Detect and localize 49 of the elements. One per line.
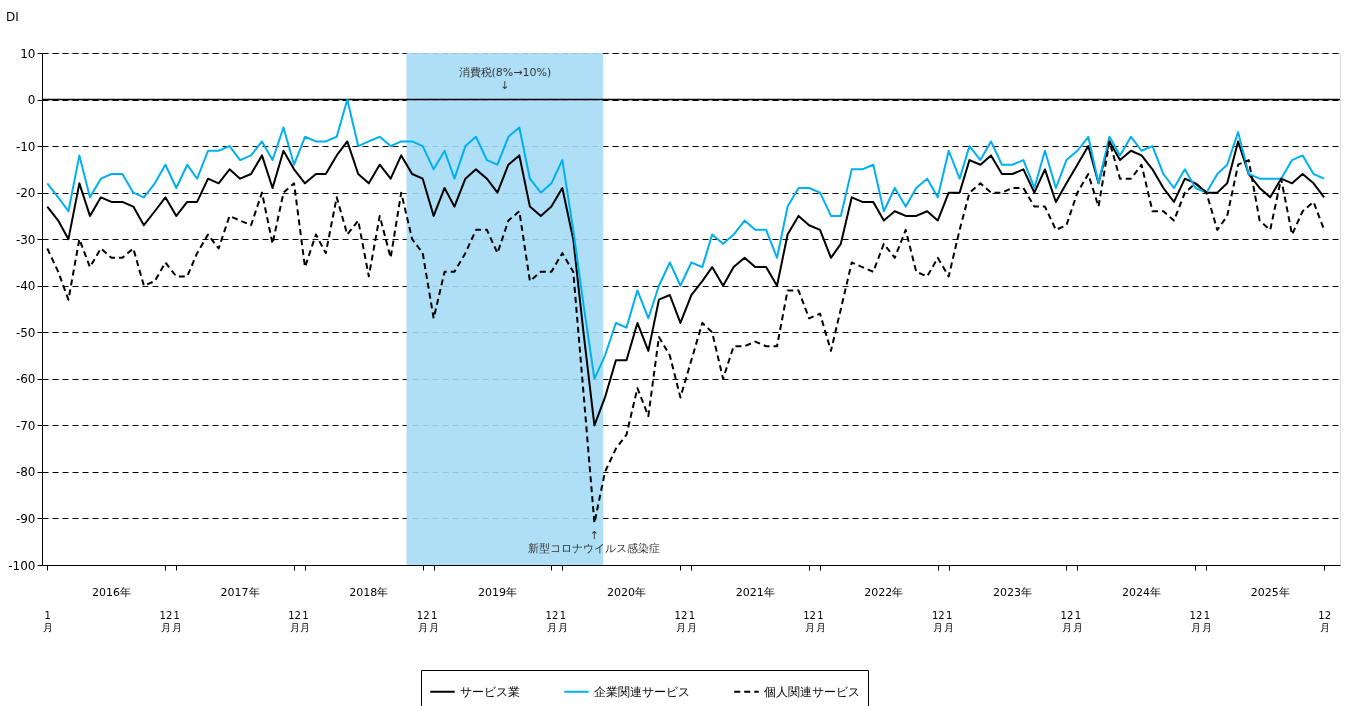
line-series	[46, 98, 1326, 380]
y-tick-label: -60	[15, 372, 36, 387]
y-tick-label: -100	[8, 558, 36, 573]
x-tick-label: 1月	[1072, 609, 1083, 633]
x2-tick-label: 2018年	[349, 586, 389, 599]
annotation: 消費税(8%→10%) ↓	[458, 66, 552, 92]
x-tick-label: 1月	[944, 609, 955, 633]
x-tick-label: 1月	[815, 609, 826, 633]
x2-tick-label: 2020年	[606, 586, 646, 599]
x-tick-label: 12月	[1318, 609, 1331, 633]
y-axis-title: DI	[6, 9, 19, 24]
x2-tick-label: 2024年	[1122, 586, 1162, 599]
x-tick-label: 12月	[416, 609, 430, 633]
x-tick-label: 1月	[686, 609, 697, 633]
x-tick-label: 12月	[803, 609, 816, 633]
x-tick-label: 1月	[42, 609, 53, 633]
x-tick-label: 12月	[545, 609, 559, 633]
y-tick-label: -40	[15, 279, 36, 294]
y-tick-label: -10	[15, 139, 36, 154]
legend-label: サービス業	[460, 684, 520, 699]
y-tick-label: -90	[15, 511, 36, 526]
legend-label: 個人関連サービス	[764, 684, 860, 699]
x-tick-label: 1月	[1201, 609, 1212, 633]
y-tick-label: -30	[15, 232, 36, 247]
y-tick-label: -80	[15, 465, 36, 480]
y-tick-label: 0	[27, 93, 36, 108]
x-tick-label: 12月	[159, 609, 173, 633]
x2-tick-label: 2025年	[1250, 586, 1290, 599]
x2-tick-label: 2022年	[864, 586, 904, 599]
x2-tick-label: 2021年	[735, 586, 775, 599]
x2-tick-label: 2016年	[91, 586, 131, 599]
y-tick-label: -70	[15, 418, 36, 433]
x-tick-label: 12月	[674, 609, 688, 633]
x-tick-label: 1月	[171, 609, 182, 633]
y-tick-label: -20	[15, 186, 36, 201]
x2-tick-label: 2023年	[993, 586, 1032, 599]
x-tick-label: 12月	[1189, 609, 1203, 633]
y-tick-label: -50	[15, 325, 36, 340]
legend-label: 企業関連サービス	[594, 684, 690, 699]
y-tick-label: 10	[20, 46, 36, 61]
x-tick-label: 1月	[429, 609, 440, 633]
x2-tick-label: 2019年	[477, 586, 517, 599]
x-tick-label: 1月	[557, 609, 568, 633]
x2-tick-label: 2017年	[220, 586, 260, 599]
x-tick-label: 12月	[931, 609, 945, 633]
annotation: ↑ 新型コロナウイルス感染症	[528, 529, 661, 556]
x-tick-label: 12月	[288, 609, 301, 633]
x-tick-label: 1月	[300, 609, 311, 633]
x-tick-label: 12月	[1060, 609, 1074, 633]
